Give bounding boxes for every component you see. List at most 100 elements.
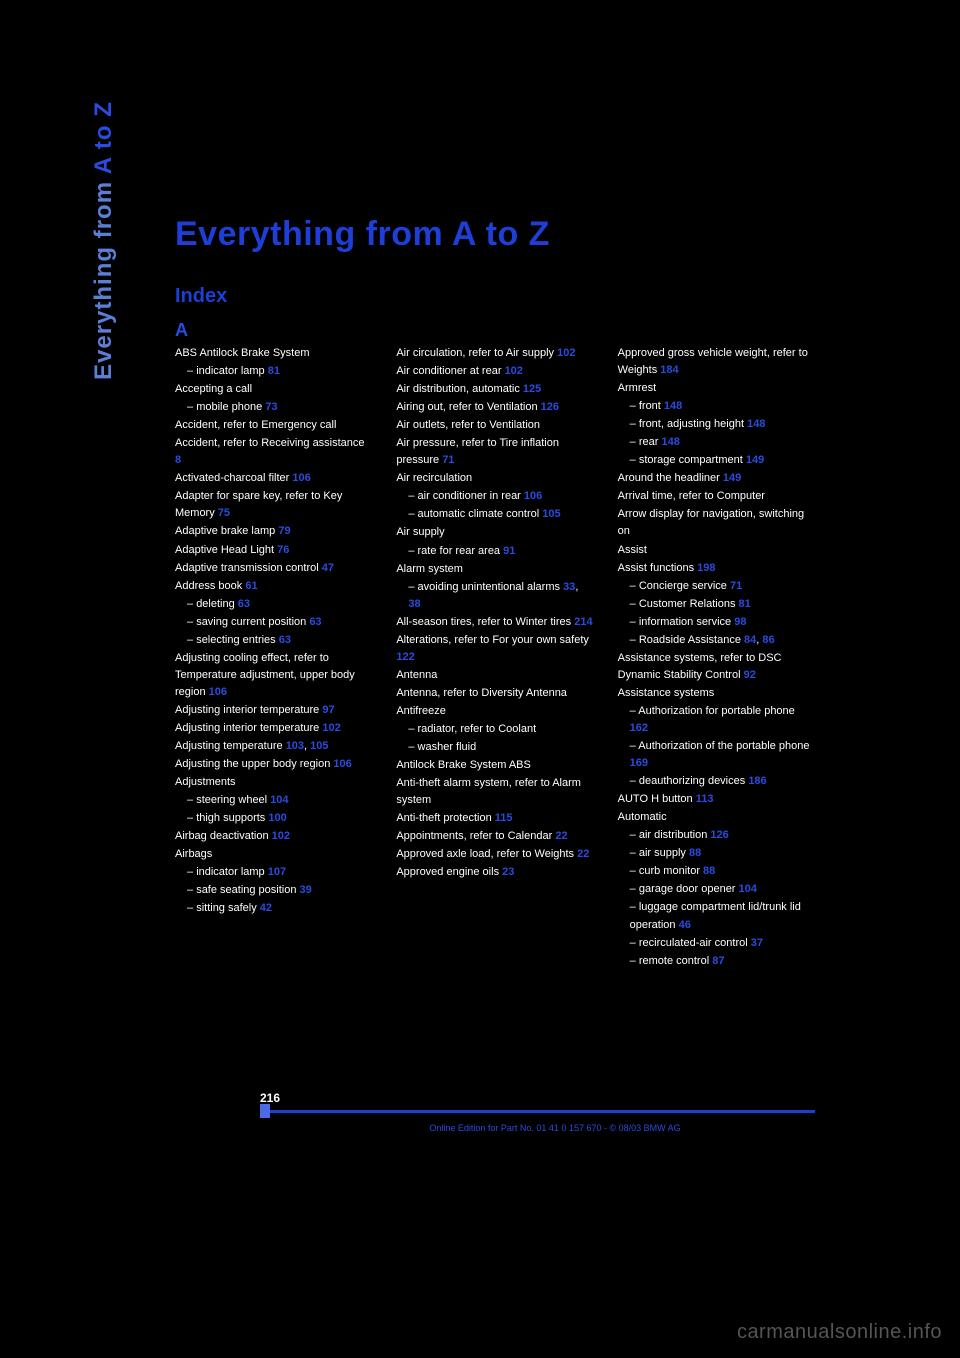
index-entry-link[interactable]: Approved axle load, refer to Weights 22 [396,846,593,863]
index-entry-link[interactable]: Adjusting temperature 103, 105 [175,738,372,755]
page-reference[interactable]: 102 [505,365,523,377]
page-reference[interactable]: 98 [734,616,746,628]
page-reference[interactable]: 81 [268,365,280,377]
index-entry-link[interactable]: – Authorization of the portable phone 16… [618,738,815,772]
index-entry-link[interactable]: – curb monitor 88 [618,863,815,880]
page-reference[interactable]: 71 [442,454,454,466]
index-entry-link[interactable]: Air circulation, refer to Air supply 102 [396,345,593,362]
index-entry-link[interactable]: – Roadside Assistance 84, 86 [618,632,815,649]
page-reference[interactable]: 105 [542,508,560,520]
page-reference[interactable]: 103 [286,740,304,752]
page-reference[interactable]: 37 [751,937,763,949]
index-entry-link[interactable]: Assist functions 198 [618,560,815,577]
page-reference[interactable]: 125 [523,383,541,395]
page-reference[interactable]: 184 [660,364,678,376]
page-reference[interactable]: 61 [245,580,257,592]
index-entry-link[interactable]: – rate for rear area 91 [396,543,593,560]
page-reference[interactable]: 84 [744,634,756,646]
index-entry-link[interactable]: All-season tires, refer to Winter tires … [396,614,593,631]
page-reference[interactable]: 63 [309,616,321,628]
page-reference[interactable]: 148 [661,436,679,448]
index-entry-link[interactable]: – automatic climate control 105 [396,506,593,523]
index-entry-link[interactable]: Anti-theft protection 115 [396,810,593,827]
page-reference[interactable]: 105 [310,740,328,752]
index-entry-link[interactable]: Adaptive Head Light 76 [175,542,372,559]
page-reference[interactable]: 22 [555,830,567,842]
page-reference[interactable]: 126 [710,829,728,841]
page-reference[interactable]: 88 [703,865,715,877]
index-entry-link[interactable]: – sitting safely 42 [175,900,372,917]
page-reference[interactable]: 81 [739,598,751,610]
page-reference[interactable]: 214 [574,616,592,628]
index-entry-link[interactable]: Address book 61 [175,578,372,595]
page-reference[interactable]: 162 [630,722,648,734]
index-entry-link[interactable]: – air conditioner in rear 106 [396,488,593,505]
index-entry-link[interactable]: Adjusting interior temperature 97 [175,702,372,719]
index-entry-link[interactable]: – air distribution 126 [618,827,815,844]
index-entry-link[interactable]: – rear 148 [618,434,815,451]
index-entry-link[interactable]: – deleting 63 [175,596,372,613]
index-entry-link[interactable]: Air distribution, automatic 125 [396,381,593,398]
index-entry-link[interactable]: – indicator lamp 81 [175,363,372,380]
index-entry-link[interactable]: Assistance systems, refer to DSC Dynamic… [618,650,815,684]
index-entry-link[interactable]: Adjusting the upper body region 106 [175,756,372,773]
page-reference[interactable]: 186 [748,775,766,787]
index-entry-link[interactable]: Approved engine oils 23 [396,864,593,881]
page-reference[interactable]: 38 [408,598,420,610]
index-entry-link[interactable]: Adaptive transmission control 47 [175,560,372,577]
page-reference[interactable]: 97 [322,704,334,716]
page-reference[interactable]: 23 [502,866,514,878]
index-entry-link[interactable]: – steering wheel 104 [175,792,372,809]
page-reference[interactable]: 104 [270,794,288,806]
page-reference[interactable]: 104 [739,883,757,895]
page-reference[interactable]: 92 [744,669,756,681]
page-reference[interactable]: 63 [279,634,291,646]
index-entry-link[interactable]: – avoiding unintentional alarms 33, 38 [396,579,593,613]
index-entry-link[interactable]: – Customer Relations 81 [618,596,815,613]
index-entry-link[interactable]: AUTO H button 113 [618,791,815,808]
page-reference[interactable]: 42 [260,902,272,914]
page-reference[interactable]: 106 [524,490,542,502]
page-reference[interactable]: 149 [746,454,764,466]
page-reference[interactable]: 87 [712,955,724,967]
page-reference[interactable]: 33 [563,581,575,593]
index-entry-link[interactable]: – Authorization for portable phone 162 [618,703,815,737]
index-entry-link[interactable]: Around the headliner 149 [618,470,815,487]
page-reference[interactable]: 126 [541,401,559,413]
index-entry-link[interactable]: – luggage compartment lid/trunk lid oper… [618,899,815,933]
page-reference[interactable]: 148 [747,418,765,430]
page-reference[interactable]: 106 [333,758,351,770]
index-entry-link[interactable]: – information service 98 [618,614,815,631]
index-entry-link[interactable]: – indicator lamp 107 [175,864,372,881]
index-entry-link[interactable]: Airbag deactivation 102 [175,828,372,845]
page-reference[interactable]: 148 [664,400,682,412]
index-entry-link[interactable]: – thigh supports 100 [175,810,372,827]
index-entry-link[interactable]: – mobile phone 73 [175,399,372,416]
page-reference[interactable]: 71 [730,580,742,592]
page-reference[interactable]: 86 [762,634,774,646]
index-entry-link[interactable]: – recirculated-air control 37 [618,935,815,952]
page-reference[interactable]: 73 [265,401,277,413]
page-reference[interactable]: 76 [277,544,289,556]
index-entry-link[interactable]: Adaptive brake lamp 79 [175,523,372,540]
page-reference[interactable]: 91 [503,545,515,557]
index-entry-link[interactable]: Accident, refer to Receiving assistance … [175,435,372,469]
index-entry-link[interactable]: – saving current position 63 [175,614,372,631]
index-entry-link[interactable]: – air supply 88 [618,845,815,862]
page-reference[interactable]: 106 [209,686,227,698]
page-reference[interactable]: 122 [396,651,414,663]
index-entry-link[interactable]: Adjusting interior temperature 102 [175,720,372,737]
index-entry-link[interactable]: – Concierge service 71 [618,578,815,595]
index-entry-link[interactable]: – front 148 [618,398,815,415]
page-reference[interactable]: 198 [697,562,715,574]
index-entry-link[interactable]: Airing out, refer to Ventilation 126 [396,399,593,416]
page-reference[interactable]: 106 [292,472,310,484]
index-entry-link[interactable]: – garage door opener 104 [618,881,815,898]
index-entry-link[interactable]: Air pressure, refer to Tire inflation pr… [396,435,593,469]
page-reference[interactable]: 100 [268,812,286,824]
page-reference[interactable]: 75 [218,507,230,519]
page-reference[interactable]: 79 [278,525,290,537]
index-entry-link[interactable]: Alterations, refer to For your own safet… [396,632,593,666]
page-reference[interactable]: 47 [322,562,334,574]
page-reference[interactable]: 102 [272,830,290,842]
